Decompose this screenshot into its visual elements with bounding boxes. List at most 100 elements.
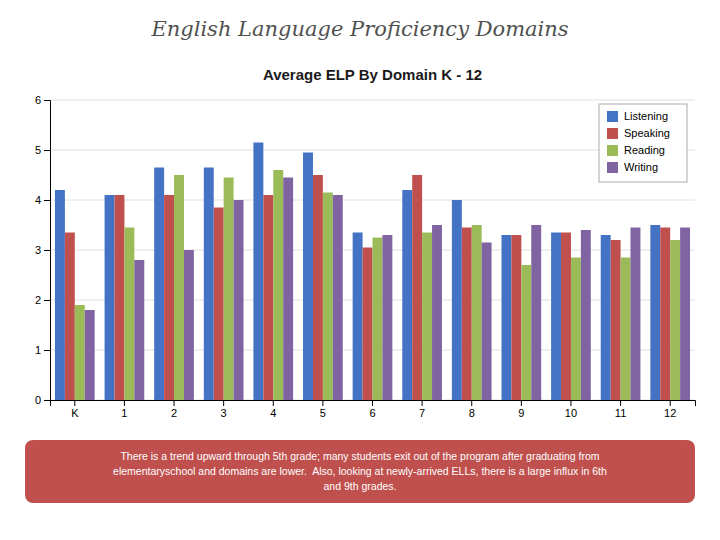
x-tick-label: K xyxy=(71,407,79,419)
bar xyxy=(273,170,283,400)
bar xyxy=(214,208,224,401)
legend-label: Speaking xyxy=(624,127,670,139)
bar xyxy=(134,260,144,400)
y-tick-mark xyxy=(44,150,50,151)
x-tick-mark xyxy=(273,400,274,406)
x-axis-line xyxy=(51,401,696,407)
y-tick-mark xyxy=(44,350,50,351)
bar xyxy=(353,233,363,401)
x-tick: 2 xyxy=(171,400,177,419)
x-tick: 9 xyxy=(518,400,524,419)
bar xyxy=(313,175,323,400)
bar xyxy=(164,195,174,400)
bar xyxy=(184,250,194,400)
bar xyxy=(462,228,472,401)
x-tick-label: 8 xyxy=(469,407,475,419)
y-tick: 0 xyxy=(35,394,50,406)
x-tick: 4 xyxy=(270,400,276,419)
y-tick: 2 xyxy=(35,294,50,306)
y-tick-label: 5 xyxy=(35,144,41,156)
bar xyxy=(472,225,482,400)
x-tick-mark xyxy=(124,400,125,406)
legend-label: Listening xyxy=(624,110,668,122)
bar-series xyxy=(75,170,680,400)
grid-line xyxy=(50,200,695,201)
x-tick-mark xyxy=(670,400,671,406)
grid-line xyxy=(50,100,695,101)
y-tick-label: 4 xyxy=(35,194,41,206)
bar xyxy=(283,178,293,401)
y-tick-label: 1 xyxy=(35,344,41,356)
bar-series xyxy=(55,143,660,401)
annotation: There is a trend upward through 5th grad… xyxy=(113,450,607,492)
y-tick-label: 3 xyxy=(35,244,41,256)
note: There is a trend upward through 5th grad… xyxy=(25,440,695,503)
x-tick: 8 xyxy=(469,400,475,419)
bar xyxy=(124,228,134,401)
y-tick-label: 2 xyxy=(35,294,41,306)
x-tick: 1 xyxy=(121,400,127,419)
x-tick-label: 12 xyxy=(664,407,676,419)
bar xyxy=(234,200,244,400)
bar xyxy=(412,175,422,400)
bar-series xyxy=(65,175,670,400)
bar xyxy=(65,233,75,401)
x-tick-mark xyxy=(422,400,423,406)
x-tick-label: 4 xyxy=(270,407,276,419)
legend-swatch xyxy=(607,111,618,122)
bar xyxy=(323,193,333,401)
legend-item: Writing xyxy=(607,161,658,173)
bar xyxy=(382,235,392,400)
bar xyxy=(263,195,273,400)
y-tick-mark xyxy=(44,400,50,401)
grid xyxy=(50,100,695,400)
x-tick-label: 10 xyxy=(565,407,577,419)
x-tick-label: 5 xyxy=(320,407,326,419)
y-tick: 1 xyxy=(35,344,50,356)
y-tick: 4 xyxy=(35,194,50,206)
bar xyxy=(511,235,521,400)
x-tick-mark xyxy=(174,400,175,406)
legend-swatch xyxy=(607,162,618,173)
note-box xyxy=(25,440,695,503)
bar xyxy=(432,225,442,400)
bar xyxy=(561,233,571,401)
legend-swatch xyxy=(607,145,618,156)
bar xyxy=(601,235,611,400)
bar xyxy=(333,195,343,400)
bar xyxy=(303,153,313,401)
chart-svg: English Language Proficiency DomainsAver… xyxy=(0,0,720,540)
legend-item: Reading xyxy=(607,144,665,156)
x-tick: 7 xyxy=(419,400,425,419)
bar xyxy=(115,195,125,400)
y-axis: 0 1 2 3 4 5 6 xyxy=(35,94,51,406)
title: English Language Proficiency Domains xyxy=(150,17,568,41)
bar xyxy=(422,233,432,401)
legend-swatch xyxy=(607,128,618,139)
bar xyxy=(551,233,561,401)
bar xyxy=(571,258,581,401)
x-tick-label: 6 xyxy=(369,407,375,419)
bar xyxy=(482,243,492,401)
x-tick: 11 xyxy=(615,400,626,419)
x-tick-mark xyxy=(223,400,224,406)
bar xyxy=(154,168,164,401)
bar xyxy=(105,195,115,400)
bars xyxy=(55,143,690,401)
legend: Listening Speaking Reading Writing xyxy=(599,104,687,182)
bar xyxy=(224,178,234,401)
bar xyxy=(204,168,214,401)
annotation-line: and 9th grades. xyxy=(324,480,397,492)
y-tick: 5 xyxy=(35,144,50,156)
legend-box xyxy=(599,104,687,182)
x-tick-mark xyxy=(620,400,621,406)
x-tick-label: 9 xyxy=(518,407,524,419)
bar xyxy=(660,228,670,401)
x-tick: K xyxy=(71,400,79,419)
y-tick-label: 6 xyxy=(35,94,41,106)
grid-line xyxy=(50,150,695,151)
x-tick-label: 7 xyxy=(419,407,425,419)
annotation-line: There is a trend upward through 5th grad… xyxy=(120,450,599,462)
y-tick-mark xyxy=(44,200,50,201)
x-tick-label: 2 xyxy=(171,407,177,419)
